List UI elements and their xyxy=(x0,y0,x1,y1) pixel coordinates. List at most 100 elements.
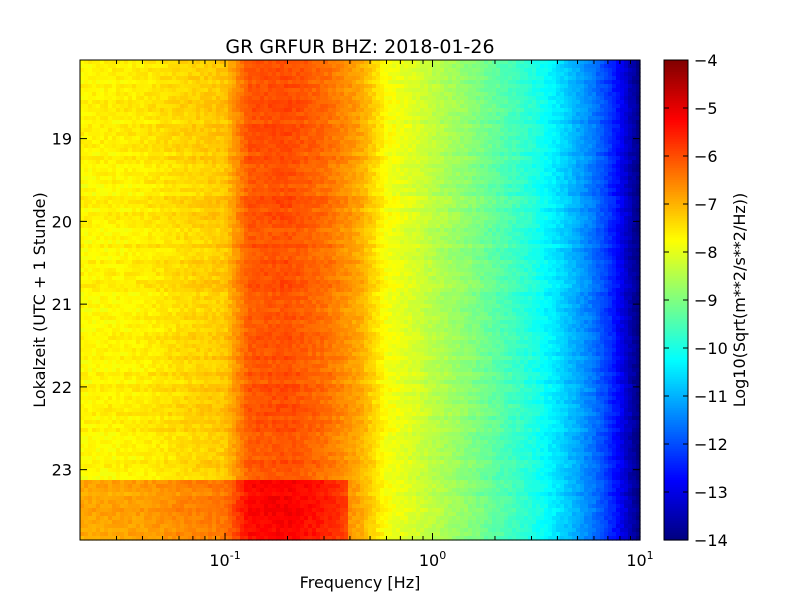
heatmap-cell xyxy=(240,108,245,113)
heatmap-cell xyxy=(364,80,369,85)
heatmap-cell xyxy=(252,200,257,205)
heatmap-cell xyxy=(624,164,629,169)
heatmap-cell xyxy=(172,88,177,93)
heatmap-cell xyxy=(232,200,237,205)
heatmap-cell xyxy=(396,152,401,157)
heatmap-cell xyxy=(156,172,161,177)
heatmap-cell xyxy=(156,160,161,165)
heatmap-cell xyxy=(84,80,89,85)
heatmap-cell xyxy=(292,184,297,189)
heatmap-cell xyxy=(116,200,121,205)
heatmap-cell xyxy=(512,144,517,149)
heatmap-cell xyxy=(88,108,93,113)
heatmap-cell xyxy=(516,140,521,145)
heatmap-cell xyxy=(224,128,229,133)
heatmap-cell xyxy=(556,64,561,69)
heatmap-cell xyxy=(384,168,389,173)
heatmap-cell xyxy=(264,112,269,117)
heatmap-cell xyxy=(252,96,257,101)
heatmap-cell xyxy=(432,144,437,149)
heatmap-cell xyxy=(116,184,121,189)
heatmap-cell xyxy=(368,64,373,69)
heatmap-cell xyxy=(628,132,633,137)
heatmap-cell xyxy=(140,72,145,77)
heatmap-cell xyxy=(320,112,325,117)
heatmap-cell xyxy=(464,100,469,105)
heatmap-cell xyxy=(324,68,329,73)
heatmap-cell xyxy=(568,136,573,141)
heatmap-cell xyxy=(124,172,129,177)
heatmap-cell xyxy=(540,128,545,133)
heatmap-cell xyxy=(388,116,393,121)
heatmap-cell xyxy=(480,144,485,149)
heatmap-cell xyxy=(500,60,505,65)
heatmap-cell xyxy=(136,168,141,173)
heatmap-cell xyxy=(192,128,197,133)
heatmap-cell xyxy=(224,176,229,181)
heatmap-cell xyxy=(516,72,521,77)
heatmap-cell xyxy=(504,72,509,77)
heatmap-cell xyxy=(180,164,185,169)
heatmap-cell xyxy=(180,104,185,109)
heatmap-cell xyxy=(452,124,457,129)
heatmap-cell xyxy=(124,88,129,93)
heatmap-cell xyxy=(104,104,109,109)
heatmap-cell xyxy=(216,160,221,165)
heatmap-cell xyxy=(128,80,133,85)
heatmap-cell xyxy=(400,72,405,77)
heatmap-cell xyxy=(136,76,141,81)
heatmap-cell xyxy=(612,124,617,129)
heatmap-cell xyxy=(412,152,417,157)
heatmap-cell xyxy=(84,100,89,105)
heatmap-cell xyxy=(372,68,377,73)
heatmap-cell xyxy=(252,164,257,169)
heatmap-cell xyxy=(380,104,385,109)
heatmap-cell xyxy=(368,96,373,101)
heatmap-cell xyxy=(428,120,433,125)
heatmap-cell xyxy=(348,172,353,177)
heatmap-cell xyxy=(592,156,597,161)
heatmap-cell xyxy=(276,64,281,69)
heatmap-cell xyxy=(216,76,221,81)
heatmap-cell xyxy=(300,120,305,125)
heatmap-cell xyxy=(136,160,141,165)
heatmap-cell xyxy=(220,76,225,81)
heatmap-cell xyxy=(596,184,601,189)
heatmap-cell xyxy=(540,160,545,165)
heatmap-cell xyxy=(232,156,237,161)
heatmap-cell xyxy=(192,84,197,89)
heatmap-cell xyxy=(464,168,469,173)
heatmap-cell xyxy=(548,108,553,113)
heatmap-cell xyxy=(500,128,505,133)
heatmap-cell xyxy=(100,188,105,193)
heatmap-cell xyxy=(492,172,497,177)
heatmap-cell xyxy=(240,100,245,105)
heatmap-cell xyxy=(588,148,593,153)
heatmap-cell xyxy=(596,192,601,197)
heatmap-cell xyxy=(436,200,441,205)
heatmap-cell xyxy=(600,128,605,133)
heatmap-cell xyxy=(92,104,97,109)
heatmap-cell xyxy=(616,108,621,113)
heatmap-cell xyxy=(636,128,641,133)
heatmap-cell xyxy=(364,124,369,129)
heatmap-cell xyxy=(552,80,557,85)
heatmap-cell xyxy=(416,140,421,145)
heatmap-cell xyxy=(428,124,433,129)
heatmap-cell xyxy=(204,88,209,93)
heatmap-cell xyxy=(268,84,273,89)
heatmap-cell xyxy=(332,200,337,205)
heatmap-cell xyxy=(88,168,93,173)
heatmap-cell xyxy=(288,100,293,105)
heatmap-cell xyxy=(508,152,513,157)
heatmap-cell xyxy=(324,76,329,81)
heatmap-cell xyxy=(176,92,181,97)
heatmap-cell xyxy=(576,116,581,121)
heatmap-cell xyxy=(464,164,469,169)
heatmap-cell xyxy=(560,128,565,133)
heatmap-cell xyxy=(424,124,429,129)
heatmap-cell xyxy=(276,148,281,153)
heatmap-cell xyxy=(592,152,597,157)
heatmap-cell xyxy=(564,64,569,69)
heatmap-cell xyxy=(304,120,309,125)
